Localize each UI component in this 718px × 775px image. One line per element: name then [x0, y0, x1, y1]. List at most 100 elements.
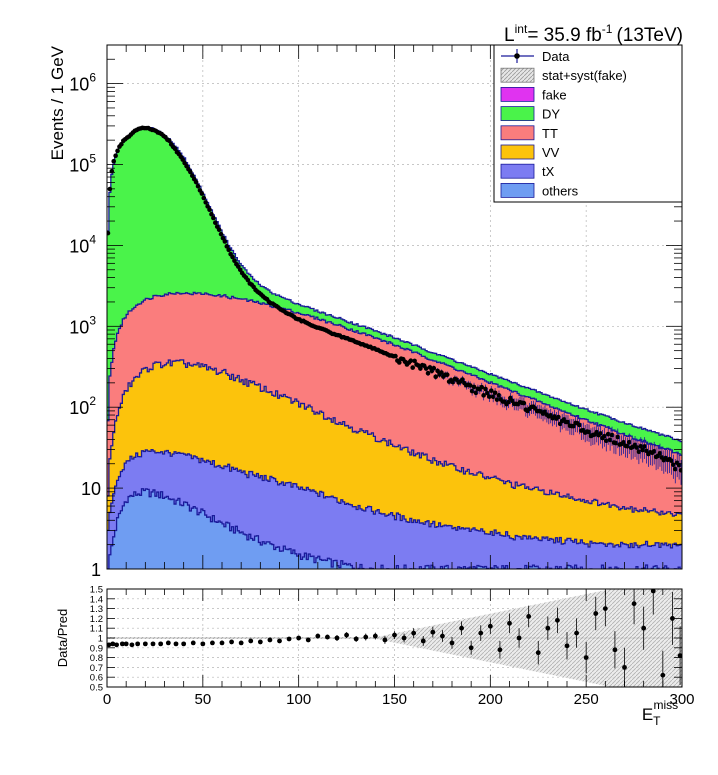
ratio-syst-band — [241, 637, 244, 639]
ratio-syst-band — [193, 637, 196, 639]
data-point — [439, 370, 444, 375]
ratio-syst-band — [277, 637, 280, 639]
ratio-point — [420, 638, 426, 644]
ratio-point — [353, 636, 359, 642]
ratio-syst-band — [212, 637, 215, 639]
x-tick-label: 100 — [286, 691, 311, 708]
data-point — [494, 397, 500, 402]
ratio-syst-band — [429, 626, 432, 650]
ratio-syst-band — [310, 637, 313, 639]
ratio-syst-band — [415, 628, 418, 648]
ratio-point — [622, 665, 627, 670]
ratio-syst-band — [536, 604, 539, 672]
ratio-syst-band — [197, 637, 200, 639]
ratio-syst-band — [273, 637, 276, 639]
ratio-point — [382, 637, 388, 643]
stack-outline-tt — [107, 291, 682, 456]
data-point — [481, 393, 486, 398]
ratio-syst-band — [396, 632, 399, 644]
ratio-syst-band — [528, 605, 531, 671]
legend-label: others — [542, 183, 579, 198]
data-point — [423, 366, 429, 371]
ratio-syst-band — [285, 637, 288, 639]
data-point — [113, 153, 118, 158]
ratio-syst-band — [346, 637, 349, 639]
ratio-point — [114, 642, 119, 648]
data-point — [603, 438, 609, 444]
data-point — [201, 195, 207, 201]
ratio-point — [119, 641, 125, 647]
ratio-syst-band — [423, 627, 426, 649]
ratio-point — [430, 629, 436, 635]
ratio-point — [641, 625, 647, 631]
ratio-point — [158, 641, 164, 647]
ratio-syst-band — [348, 637, 351, 639]
ratio-syst-band — [634, 589, 637, 687]
data-point — [638, 443, 644, 449]
data-point — [483, 386, 488, 392]
ratio-syst-band — [352, 637, 355, 639]
ratio-syst-band — [220, 637, 223, 639]
ratio-point — [110, 641, 116, 647]
ratio-syst-band — [421, 627, 424, 649]
ratio-syst-band — [333, 637, 336, 639]
ratio-syst-band — [204, 637, 207, 639]
x-tick-label: 150 — [382, 691, 407, 708]
legend-label: TT — [542, 126, 558, 141]
data-point — [433, 374, 439, 380]
ratio-point — [305, 637, 311, 643]
ratio-syst-band — [624, 589, 627, 687]
ratio-syst-band — [568, 597, 572, 679]
ratio-syst-band — [664, 589, 667, 687]
ratio-syst-band — [593, 592, 596, 684]
ratio-point — [210, 640, 215, 646]
data-point — [605, 431, 611, 437]
ratio-point — [650, 589, 656, 594]
ratio-syst-band — [632, 589, 635, 687]
ratio-point — [315, 633, 321, 639]
ratio-syst-band — [181, 637, 184, 639]
ratio-syst-band — [651, 589, 654, 687]
ratio-syst-band — [174, 637, 177, 639]
data-point — [393, 353, 398, 359]
ratio-syst-band — [386, 634, 389, 642]
ratio-y-tick-label: 0.8 — [90, 653, 103, 664]
ratio-syst-band — [179, 637, 182, 639]
ratio-syst-band — [484, 614, 487, 662]
data-point — [598, 431, 603, 436]
ratio-syst-band — [659, 589, 662, 687]
ratio-syst-band — [469, 617, 472, 659]
ratio-syst-band — [475, 616, 478, 660]
legend-label: DY — [542, 107, 560, 122]
ratio-syst-band — [208, 637, 211, 639]
lumi-value: = 35.9 fb — [527, 25, 601, 46]
ratio-point — [150, 641, 156, 647]
ratio-syst-band — [511, 609, 514, 667]
ratio-syst-band — [547, 601, 550, 675]
ratio-point — [181, 641, 187, 647]
ratio-syst-band — [657, 589, 660, 687]
ratio-syst-band — [248, 637, 251, 639]
ratio-syst-band — [499, 611, 503, 665]
ratio-syst-band — [133, 637, 136, 639]
ratio-syst-band — [580, 595, 583, 681]
main-y-axis-label: Events / 1 GeV — [48, 45, 67, 160]
ratio-syst-band — [218, 637, 221, 639]
stack-area-others — [107, 488, 682, 569]
ratio-syst-band — [281, 637, 284, 639]
ratio-syst-band — [561, 598, 564, 678]
ratio-syst-band — [367, 637, 370, 639]
data-point — [626, 439, 632, 445]
data-point — [224, 244, 230, 249]
x-tick-label: 50 — [194, 691, 211, 708]
data-point — [473, 390, 479, 396]
ratio-syst-band — [126, 637, 129, 639]
ratio-point — [248, 638, 254, 644]
legend-swatch — [500, 67, 535, 83]
ratio-y-tick-label: 1.4 — [90, 594, 103, 605]
ratio-point — [535, 650, 541, 656]
ratio-y-tick-label: 1.3 — [90, 604, 103, 615]
ratio-point — [173, 641, 179, 647]
ratio-point — [165, 640, 171, 646]
x-axis-label-main: E — [642, 705, 653, 724]
